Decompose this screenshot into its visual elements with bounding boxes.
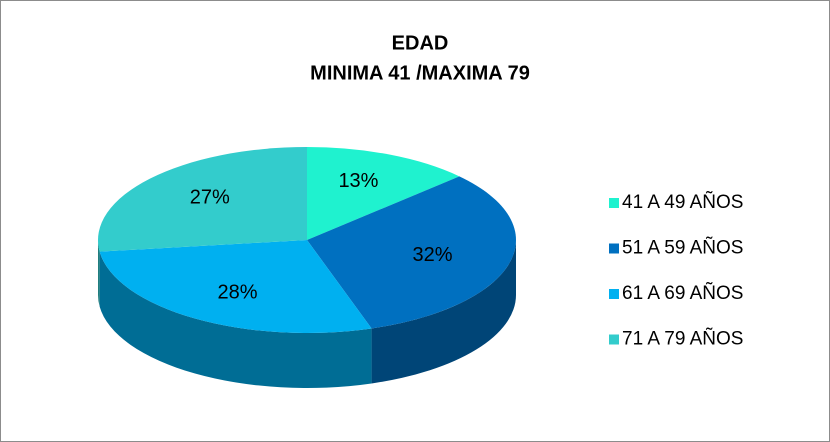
legend-swatch [609,334,619,345]
legend-swatch [609,198,619,208]
slice-side [99,251,372,388]
legend-swatch [609,243,619,254]
data-label: 27% [190,186,230,208]
data-label: 13% [338,170,378,192]
slice [99,240,372,333]
slice [97,147,307,252]
slice [307,147,460,240]
legend-label: 41 A 49 AÑOS [622,191,743,213]
legend-label: 51 A 59 AÑOS [622,237,743,259]
slice-side [98,240,100,307]
legend-swatch [609,289,619,299]
legend-label: 61 A 69 AÑOS [622,282,743,304]
slice [307,176,516,329]
data-label: 32% [412,244,452,266]
chart-subtitle: MINIMA 41 /MAXIMA 79 [310,62,530,84]
legend-label: 71 A 79 AÑOS [622,328,743,350]
slice-side [371,240,516,384]
chart-title: EDAD [392,32,449,54]
data-label: 28% [218,282,258,304]
